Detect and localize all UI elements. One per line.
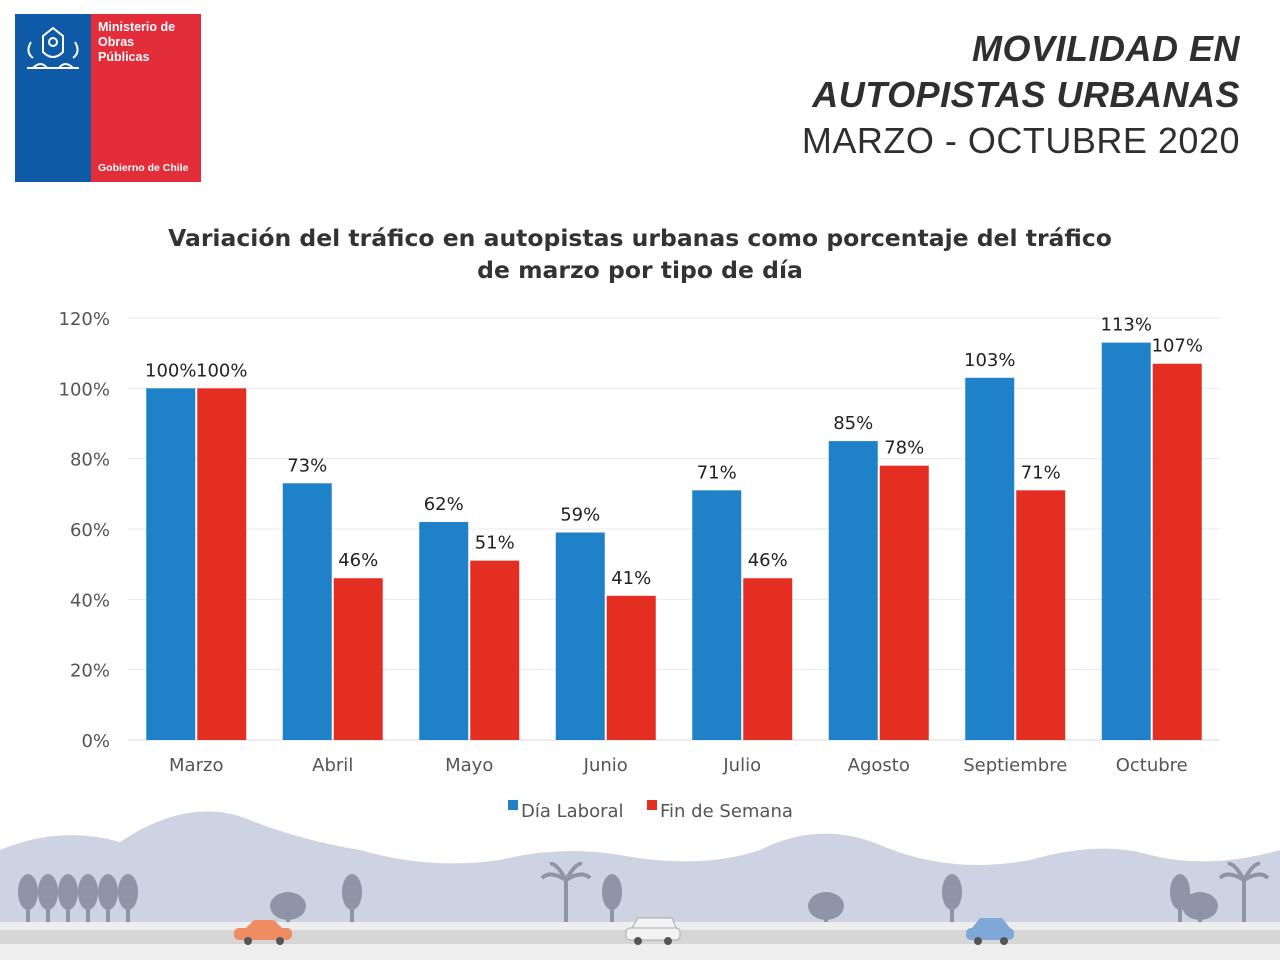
ministry-line-2: Obras: [98, 35, 135, 49]
logo-red-panel: [91, 14, 201, 182]
y-tick-label: 120%: [59, 309, 110, 330]
ministry-line-3: Públicas: [98, 50, 150, 64]
car-orange-icon: [234, 920, 292, 945]
bar-fin-de-semana: [1152, 363, 1202, 740]
bar-dia-laboral: [965, 377, 1015, 740]
x-tick-label: Septiembre: [963, 755, 1067, 776]
car-white-icon: [625, 917, 681, 945]
data-label: 100%: [196, 360, 247, 381]
y-tick-label: 40%: [70, 590, 110, 611]
bar-fin-de-semana: [879, 465, 929, 740]
y-tick-label: 60%: [70, 520, 110, 541]
bar-dia-laboral: [828, 441, 878, 740]
coat-of-arms-icon: [27, 26, 79, 69]
x-tick-label: Agosto: [848, 755, 910, 776]
data-label: 85%: [833, 413, 873, 434]
ministry-line-1: Ministerio de: [98, 20, 176, 34]
chart-title-line-1: Variación del tráfico en autopistas urba…: [168, 224, 1112, 252]
data-label: 71%: [697, 462, 737, 483]
logo-blue-panel: [15, 14, 91, 182]
bar-fin-de-semana: [470, 560, 520, 740]
legend-swatch-dia-laboral: [508, 800, 518, 810]
data-label: 46%: [338, 550, 378, 571]
page-header: MOVILIDAD EN AUTOPISTAS URBANAS MARZO - …: [802, 26, 1240, 164]
bar-fin-de-semana: [606, 595, 656, 740]
x-tick-label: Octubre: [1116, 755, 1188, 776]
header-title-line-2: AUTOPISTAS URBANAS: [812, 74, 1240, 115]
data-label: 41%: [611, 568, 651, 589]
data-label: 78%: [884, 438, 924, 459]
bar-dia-laboral: [1101, 342, 1151, 740]
bar-dia-laboral: [692, 490, 742, 740]
bar-dia-laboral: [419, 521, 469, 740]
y-tick-label: 80%: [70, 450, 110, 471]
landscape-illustration: [0, 811, 1280, 960]
government-label: Gobierno de Chile: [98, 162, 189, 174]
x-tick-label: Mayo: [445, 755, 493, 776]
data-label: 107%: [1152, 336, 1203, 357]
ministry-logo: Ministerio de Obras Públicas Gobierno de…: [15, 14, 201, 182]
hills-background: [0, 811, 1280, 922]
y-tick-label: 0%: [81, 731, 110, 752]
x-tick-label: Marzo: [169, 755, 223, 776]
bar-fin-de-semana: [333, 578, 383, 740]
y-tick-label: 100%: [59, 379, 110, 400]
bar-fin-de-semana: [743, 578, 793, 740]
data-label: 59%: [560, 505, 600, 526]
data-label: 71%: [1021, 462, 1061, 483]
x-tick-label: Julio: [722, 755, 761, 776]
tree-group-middle: [270, 874, 1218, 922]
data-label: 46%: [748, 550, 788, 571]
y-tick-label: 20%: [70, 661, 110, 682]
bar-dia-laboral: [282, 483, 332, 740]
data-label: 103%: [964, 350, 1015, 371]
data-label: 73%: [287, 455, 327, 476]
chart-title: Variación del tráfico en autopistas urba…: [0, 222, 1280, 286]
palm-trees: [540, 861, 1270, 922]
bar-dia-laboral: [146, 388, 196, 740]
bar-fin-de-semana: [197, 388, 247, 740]
ministry-name: Ministerio de Obras Públicas: [98, 20, 198, 65]
data-label: 113%: [1101, 315, 1152, 336]
bar-fin-de-semana: [1016, 490, 1066, 740]
car-blue-icon: [966, 918, 1014, 945]
tree-group-left: [18, 874, 138, 922]
data-label: 100%: [145, 360, 196, 381]
legend-label: Fin de Semana: [660, 801, 793, 822]
header-title-line-1: MOVILIDAD EN: [971, 28, 1240, 69]
bar-dia-laboral: [555, 532, 605, 740]
bar-chart: 0%20%40%60%80%100%120%100% 100%Marzo73%46…: [59, 309, 1220, 822]
data-label: 51%: [475, 533, 515, 554]
x-tick-label: Junio: [583, 755, 628, 776]
x-tick-label: Abril: [312, 755, 353, 776]
chart-title-line-2: de marzo por tipo de día: [477, 256, 803, 284]
header-subtitle: MARZO - OCTUBRE 2020: [801, 120, 1240, 161]
legend-label: Día Laboral: [521, 801, 624, 822]
road-edge: [0, 944, 1280, 960]
legend-swatch-fin-de-semana: [647, 800, 657, 810]
data-label: 62%: [424, 494, 464, 515]
